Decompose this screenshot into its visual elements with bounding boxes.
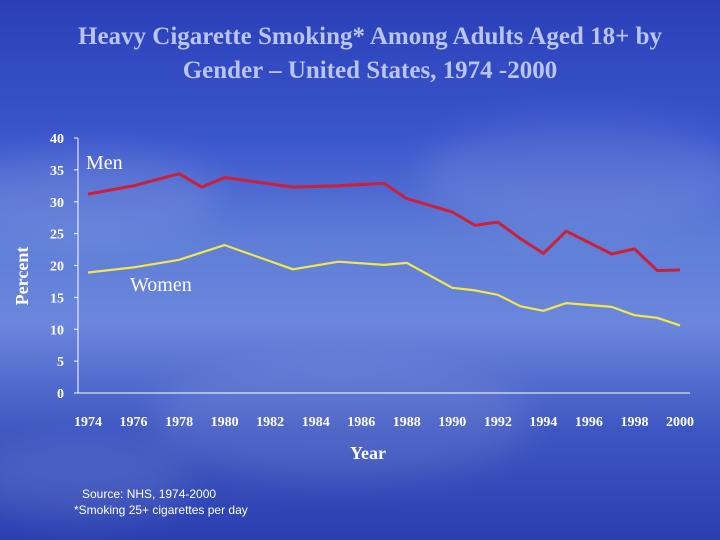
x-tick-label: 1974 <box>74 415 102 430</box>
y-tick-label: 40 <box>50 132 64 147</box>
source-text: Source: NHS, 1974-2000 <box>82 487 217 501</box>
y-tick-label: 10 <box>50 323 64 338</box>
x-tick-label: 1980 <box>211 415 239 430</box>
x-tick-label: 2000 <box>666 415 694 430</box>
footnote-text: *Smoking 25+ cigarettes per day <box>74 503 248 517</box>
series-lines <box>87 172 681 327</box>
y-tick-label: 15 <box>50 291 64 306</box>
men-series-label: Men <box>86 152 123 174</box>
x-tick-label: 1978 <box>165 415 193 430</box>
x-tick-label: 1984 <box>302 415 330 430</box>
y-tick-label: 0 <box>57 387 64 402</box>
y-tick-label: 20 <box>50 260 64 275</box>
women-series-label: Women <box>130 274 192 296</box>
y-axis-ticks: 0 5 10 15 20 25 30 35 40 <box>50 132 78 402</box>
x-axis-ticks: 1974 1976 1978 1980 1982 1984 1986 1988 1990 1992… <box>74 415 694 430</box>
x-tick-label: 1996 <box>575 415 603 430</box>
y-tick-label: 5 <box>57 355 64 370</box>
y-tick-label: 35 <box>50 164 64 179</box>
x-axis-title: Year <box>350 443 386 463</box>
source-note: Source: NHS, 1974-2000 *Smoking 25+ ciga… <box>74 486 248 518</box>
y-axis-title: Percent <box>12 247 32 306</box>
x-tick-label: 1988 <box>393 415 421 430</box>
x-tick-label: 1998 <box>620 415 648 430</box>
x-tick-label: 1994 <box>529 415 557 430</box>
x-tick-label: 1992 <box>484 415 512 430</box>
x-tick-label: 1982 <box>256 415 284 430</box>
slide-title: Heavy Cigarette Smoking* Among Adults Ag… <box>78 23 662 84</box>
men-series-line <box>87 172 681 273</box>
women-series-line <box>87 244 681 327</box>
x-tick-label: 1990 <box>438 415 466 430</box>
x-tick-label: 1986 <box>347 415 375 430</box>
x-tick-label: 1976 <box>120 415 148 430</box>
y-tick-label: 25 <box>50 228 64 243</box>
y-tick-label: 30 <box>50 196 64 211</box>
